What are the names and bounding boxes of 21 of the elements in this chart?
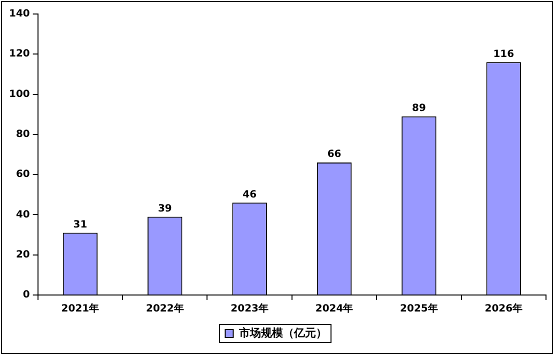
x-tick-label: 2022年 (146, 302, 184, 315)
x-tick-label: 2024年 (315, 302, 354, 315)
data-label: 89 (412, 102, 426, 114)
y-tick-label: 120 (9, 48, 30, 60)
data-label: 39 (158, 203, 172, 214)
x-tick-label: 2026年 (484, 302, 523, 315)
y-tick-label: 100 (9, 88, 30, 100)
data-label: 116 (493, 48, 514, 60)
y-tick-label: 20 (16, 249, 30, 260)
data-label: 46 (242, 189, 257, 200)
legend-label: 市场规模（亿元） (238, 326, 327, 340)
x-tick-label: 2021年 (61, 302, 100, 315)
y-tick-label: 40 (16, 209, 30, 220)
data-label: 31 (73, 219, 88, 230)
y-tick-label: 140 (9, 8, 30, 20)
y-tick-label: 0 (22, 290, 30, 301)
x-tick-label: 2025年 (400, 302, 438, 315)
y-tick-label: 60 (16, 169, 30, 180)
x-tick-label: 2023年 (230, 302, 269, 315)
y-tick-label: 80 (16, 129, 30, 140)
data-label: 66 (327, 149, 342, 160)
